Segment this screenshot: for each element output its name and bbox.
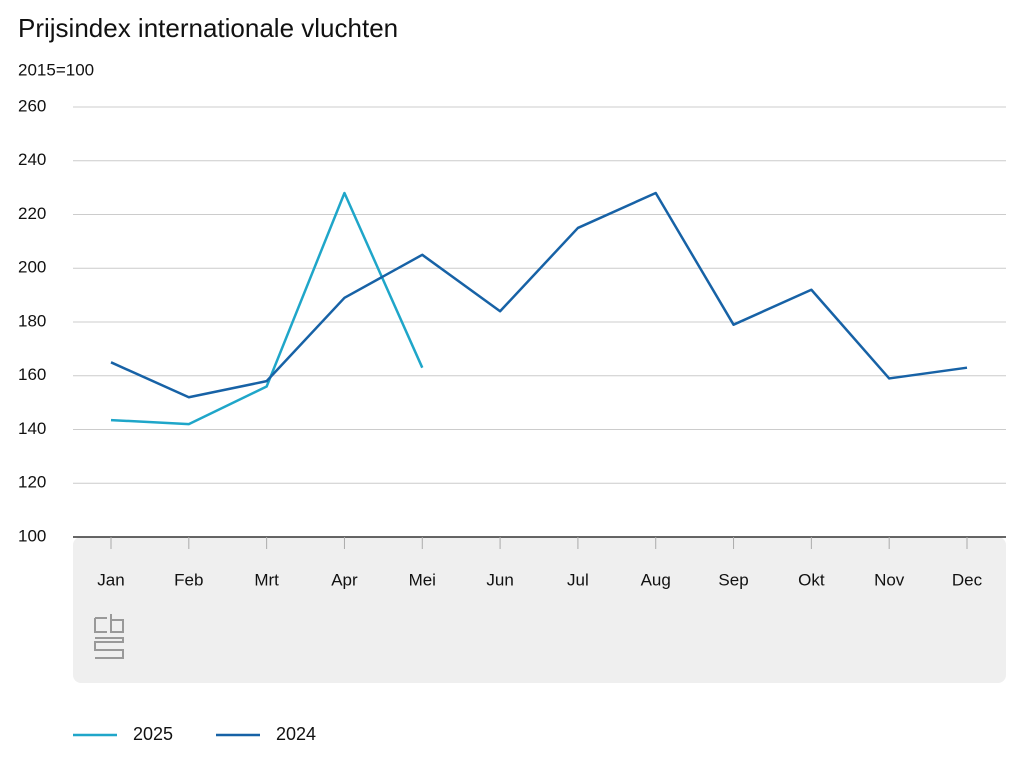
x-tick-label: Feb [174,570,203,589]
y-tick-label: 240 [18,150,46,169]
x-tick-label: Sep [718,570,748,589]
x-tick-label: Mrt [254,570,279,589]
x-tick-label: Mei [409,570,436,589]
x-tick-label: Apr [331,570,358,589]
y-tick-label: 100 [18,526,46,545]
line-series [110,191,968,399]
chart-subtitle: 2015=100 [18,60,94,79]
x-tick-label: Dec [952,570,983,589]
line-series [110,191,424,426]
y-tick-label: 260 [18,96,46,115]
axis-panel [73,537,1006,683]
x-tick-label: Jun [486,570,513,589]
y-tick-label: 200 [18,258,46,277]
logo [94,614,124,659]
x-tick-label: Aug [641,570,671,589]
y-tick-label: 220 [18,204,46,223]
legend-label: 2025 [133,724,173,744]
x-tick-label: Nov [874,570,905,589]
chart-title: Prijsindex internationale vluchten [18,13,398,43]
y-tick-label: 120 [18,473,46,492]
y-tick-label: 180 [18,311,46,330]
y-tick-label: 140 [18,419,46,438]
y-tick-label: 160 [18,365,46,384]
x-tick-label: Jan [97,570,124,589]
x-tick-label: Jul [567,570,589,589]
x-tick-label: Okt [798,570,825,589]
legend-label: 2024 [276,724,316,744]
